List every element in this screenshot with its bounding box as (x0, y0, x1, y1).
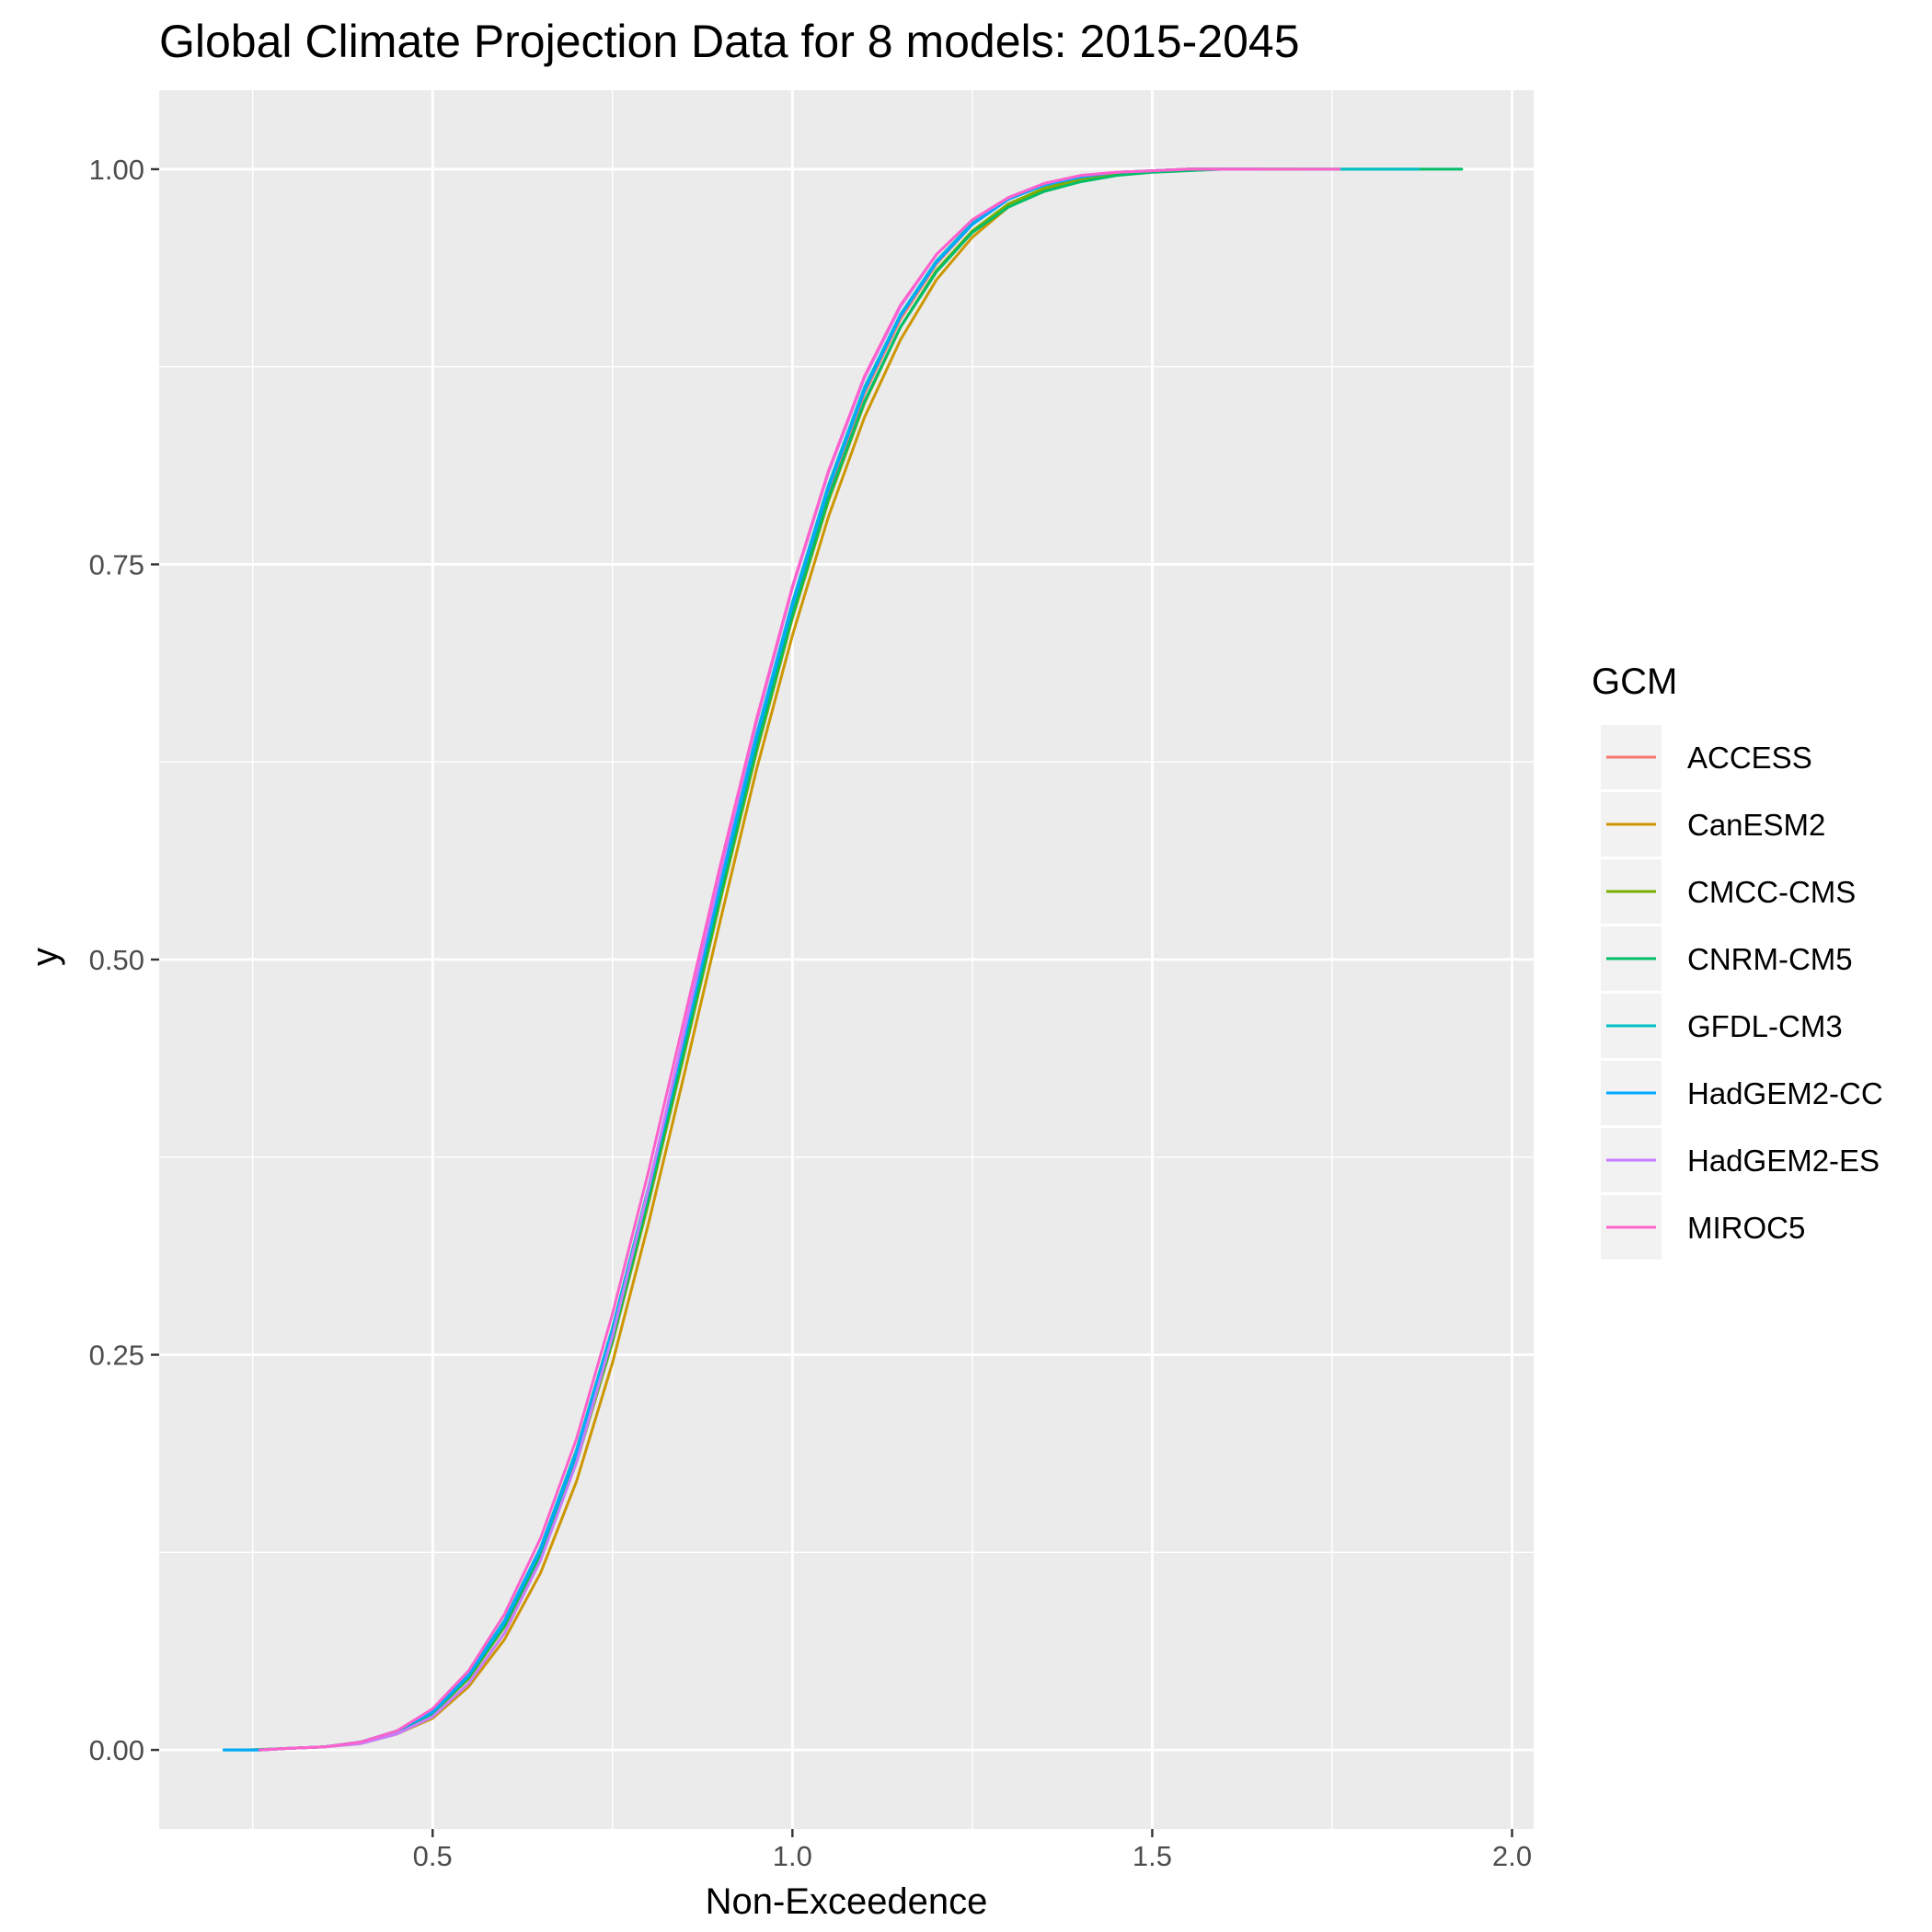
series-line-miroc5 (259, 167, 1341, 1752)
chart-title: Global Climate Projection Data for 8 mod… (159, 16, 1300, 67)
legend-label: CanESM2 (1687, 808, 1825, 842)
y-axis: 0.00 0.25 0.50 0.75 1.00 (89, 154, 159, 1766)
series-lines (222, 167, 1464, 1752)
y-tick-label: 0.00 (89, 1734, 144, 1766)
legend-title: GCM (1592, 661, 1677, 702)
x-tick-label: 0.5 (413, 1840, 453, 1872)
legend-items: ACCESS CanESM2 CMCC-CMS CNRM-CM5 GFDL-CM3 Had… (1601, 725, 1883, 1259)
x-axis-title: Non-Exceedence (706, 1881, 988, 1922)
legend-label: GFDL-CM3 (1687, 1009, 1843, 1043)
legend-label: MIROC5 (1687, 1211, 1805, 1245)
x-tick-label: 1.0 (773, 1840, 812, 1872)
legend-label: CNRM-CM5 (1687, 942, 1853, 976)
y-tick-label: 0.25 (89, 1340, 144, 1372)
y-axis-title: y (25, 948, 65, 966)
legend-label: HadGEM2-CC (1687, 1076, 1883, 1110)
x-tick-label: 2.0 (1492, 1840, 1532, 1872)
x-tick-label: 1.5 (1133, 1840, 1172, 1872)
x-axis: 0.5 1.0 1.5 2.0 (413, 1829, 1532, 1872)
legend-label: HadGEM2-ES (1687, 1144, 1880, 1178)
legend: GCM ACCESS CanESM2 CMCC-CMS CNRM-CM5 GFDL-CM… (1592, 661, 1883, 1259)
y-tick-label: 0.75 (89, 548, 144, 581)
y-tick-label: 0.50 (89, 944, 144, 976)
legend-label: CMCC-CMS (1687, 875, 1856, 909)
legend-label: ACCESS (1687, 741, 1812, 775)
y-tick-label: 1.00 (89, 154, 144, 186)
